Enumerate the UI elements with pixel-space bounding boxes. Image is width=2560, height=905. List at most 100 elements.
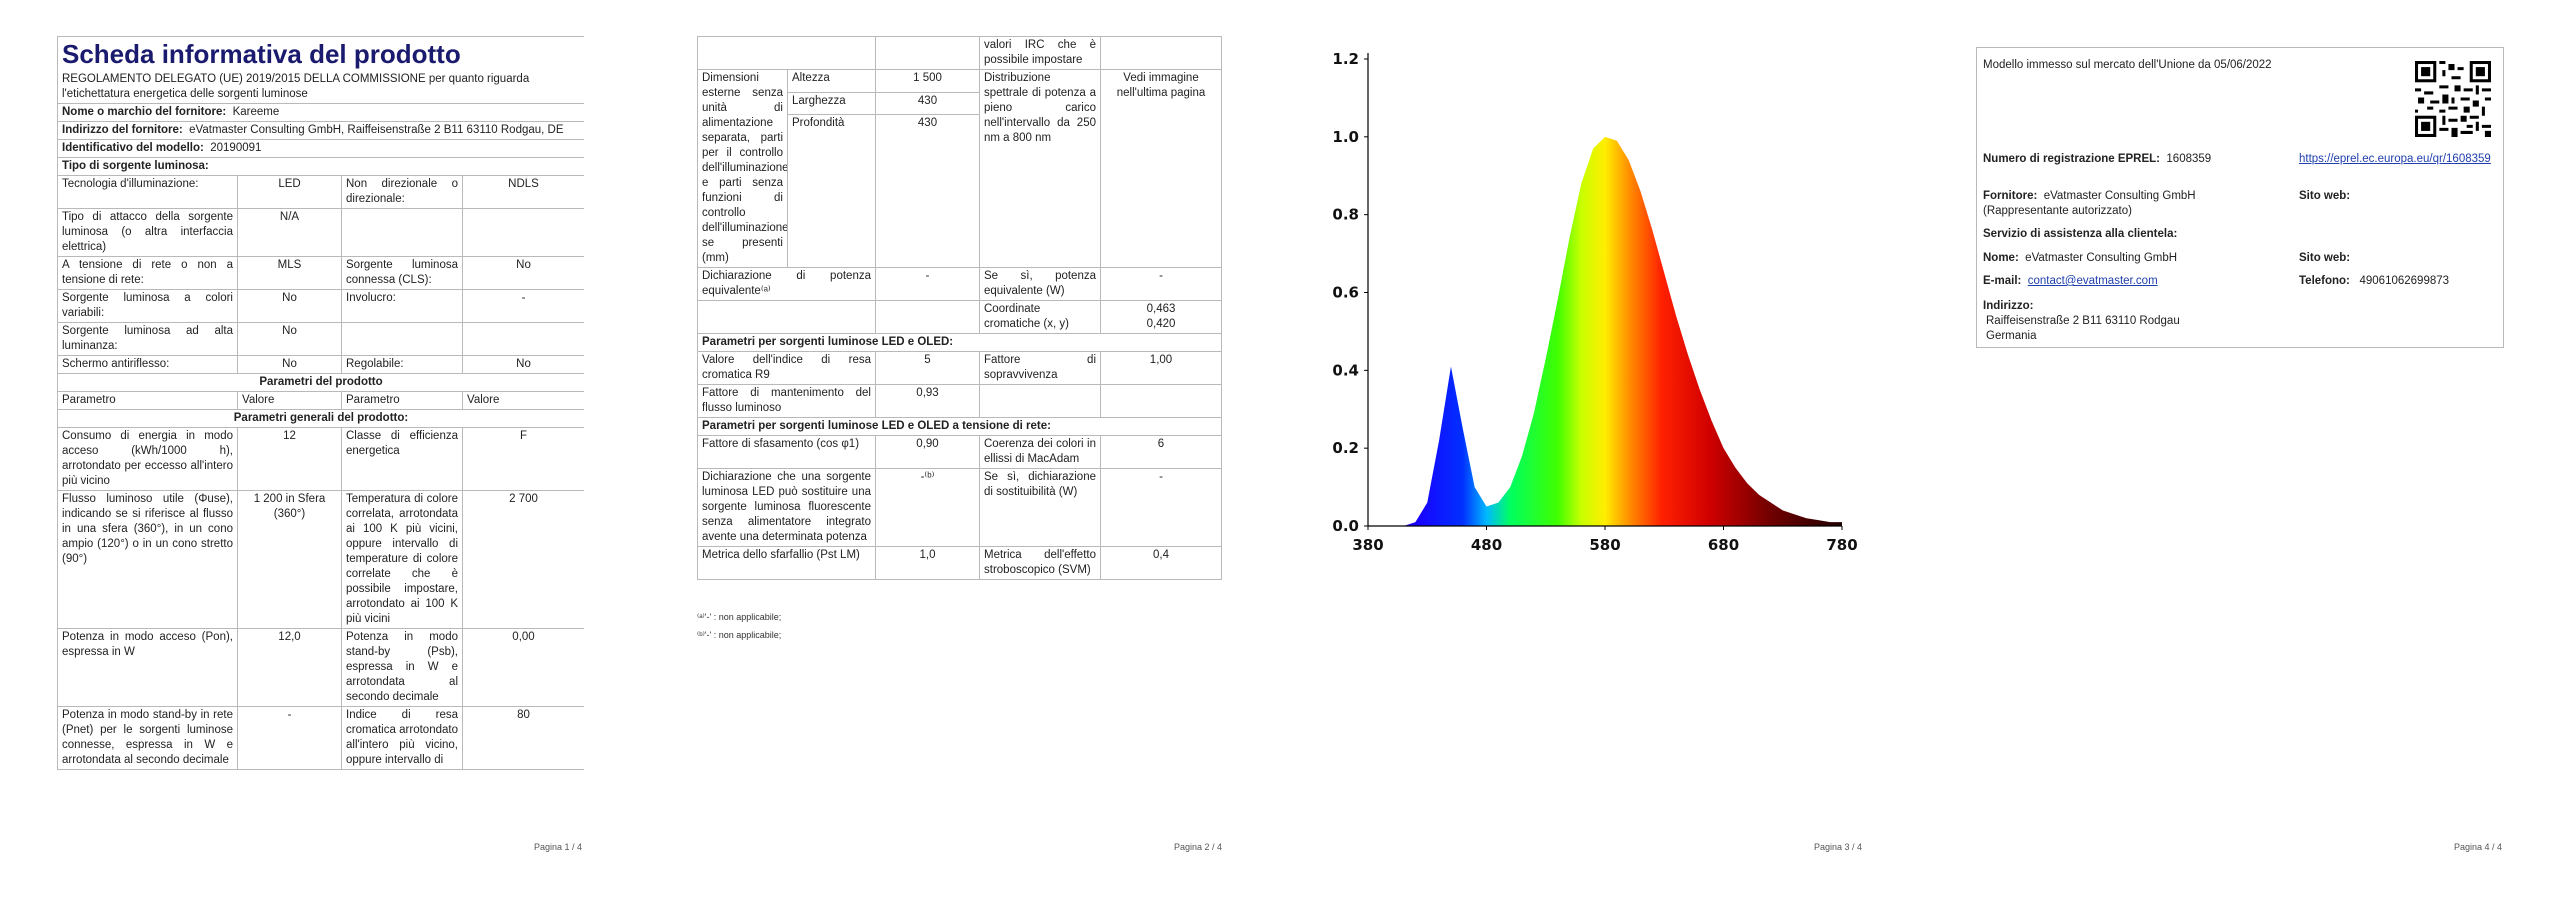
table-row: Scheda informativa del prodotto REGOLAMEN… [57, 36, 584, 104]
page: 0.0 0.2 0.4 0.6 0.8 1.0 1.2 380 480 580 680 780 Pag… [1280, 0, 1920, 905]
supplier-field: Fornitore: eVatmaster Consulting GmbH (R… [1983, 189, 2283, 219]
table-cell: 5 [875, 351, 980, 385]
spectrum-area [1368, 136, 1842, 526]
footnote: ⁽ᵃ⁾'-' : non applicabile; [697, 612, 782, 622]
field-cell: Indirizzo del fornitore: eVatmaster Cons… [57, 121, 584, 140]
eprel-box: Modello immesso sul mercato dell'Unione … [1976, 47, 2504, 348]
x-tick-label: 680 [1708, 536, 1739, 554]
table-row: Coordinate cromatiche (x, y) 0,463 0,420 [697, 300, 1222, 334]
table-cell: Parametro [57, 391, 238, 410]
field-label: Sito web: [2299, 252, 2351, 264]
table-cell: Dichiarazione che una sorgente luminosa … [697, 468, 876, 547]
info-table: valori IRC che è possibile impostare Dime… [697, 36, 1222, 580]
address-line: Raiffeisenstraße 2 B11 63110 Rodgau [1986, 315, 2180, 327]
table-row: Identificativo del modello: 20190091 [57, 139, 584, 158]
email-link[interactable]: contact@evatmaster.com [2027, 275, 2158, 287]
table-cell: No [237, 322, 342, 356]
name-field: Nome: eVatmaster Consulting GmbH [1983, 251, 2177, 266]
table-cell: LED [237, 175, 342, 209]
address-line: Germania [1986, 330, 2037, 342]
table-row: Parametri per sorgenti luminose LED e OL… [697, 333, 1222, 352]
table-cell: 0,90 [875, 435, 980, 469]
cell-line: 0,420 [1146, 318, 1176, 330]
field-label: Indirizzo: [1983, 300, 2034, 312]
table-row: valori IRC che è possibile impostare [697, 36, 1222, 70]
page: Modello immesso sul mercato dell'Unione … [1920, 0, 2560, 905]
table-cell: 1,0 [875, 546, 980, 580]
table-cell: 2 700 [462, 490, 584, 629]
market-date: Modello immesso sul mercato dell'Unione … [1983, 59, 2272, 71]
table-cell: 0,463 0,420 [1100, 300, 1222, 334]
field-value: 20190091 [210, 142, 262, 154]
table-cell: Altezza [787, 69, 876, 93]
table-cell: Metrica dell'effetto stroboscopico (SVM) [979, 546, 1101, 580]
table-cell: MLS [237, 256, 342, 290]
table-cell: Dichiarazione di potenza equivalente⁽ᵃ⁾ [697, 267, 876, 301]
table-row: Tipo di attacco della sorgente luminosa … [57, 208, 584, 257]
table-cell: Temperatura di colore correlata, arroton… [341, 490, 463, 629]
table-cell: F [462, 427, 584, 491]
table-cell: Profondità [787, 114, 876, 268]
page-footer: Pagina 1 / 4 [533, 842, 582, 852]
table-cell: Coordinate cromatiche (x, y) [979, 300, 1101, 334]
y-tick-label: 1.2 [1332, 50, 1359, 68]
x-tick-label: 580 [1589, 536, 1620, 554]
table-cell: -⁽ᵇ⁾ [875, 468, 980, 547]
field-label: Telefono: [2299, 275, 2350, 287]
table-cell: 6 [1100, 435, 1222, 469]
table-row: Fattore di sfasamento (cos φ1) 0,90 Coeren… [697, 435, 1222, 469]
table-cell: No [237, 355, 342, 374]
x-tick-label: 480 [1471, 536, 1502, 554]
y-tick-label: 1.0 [1332, 128, 1359, 146]
field-label: Fornitore: [1983, 190, 2038, 202]
table-cell: 0,93 [875, 384, 980, 418]
table-cell: 80 [462, 706, 584, 770]
email-field: E-mail: contact@evatmaster.com [1983, 274, 2158, 289]
table-cell: 430 [875, 114, 980, 268]
table-cell: - [462, 289, 584, 323]
qr-code [2415, 61, 2491, 137]
table-cell: Involucro: [341, 289, 463, 323]
table-row: Profondità 430 [698, 114, 1222, 268]
table-row: Dichiarazione di potenza equivalente⁽ᵃ⁾ -… [697, 267, 1222, 301]
y-tick-label: 0.8 [1332, 206, 1359, 224]
table-cell: No [462, 355, 584, 374]
table-cell: No [237, 289, 342, 323]
table-cell: Consumo di energia in modo acceso (kWh/1… [57, 427, 238, 491]
table-cell: Sorgente luminosa a colori variabili: [57, 289, 238, 323]
spectrum-chart: 0.0 0.2 0.4 0.6 0.8 1.0 1.2 380 480 580 680 780 [1332, 50, 1857, 554]
page-title: Scheda informativa del prodotto [62, 39, 461, 69]
regulation: REGOLAMENTO DELEGATO (UE) 2019/2015 DELL… [62, 73, 530, 100]
table-row: Tecnologia d'illuminazione: LED Non direzi… [57, 175, 584, 209]
table-row: Schermo antiriflesso: No Regolabile: No [57, 355, 584, 374]
table-cell: valori IRC che è possibile impostare [979, 36, 1101, 70]
table-cell: Potenza in modo acceso (Pon), espressa i… [57, 628, 238, 707]
x-tick-label: 780 [1826, 536, 1857, 554]
field-value: Kareeme [232, 106, 280, 118]
table-cell: Valore [462, 391, 584, 410]
table-cell: Vedi immagine nell'ultima pagina [1100, 69, 1222, 268]
field-value: eVatmaster Consulting GmbH, Raiffeisenst… [189, 124, 564, 136]
table-cell: Se sì, dichiarazione di sostituibilità (… [979, 468, 1101, 547]
table-cell: Sorgente luminosa ad alta luminanza: [57, 322, 238, 356]
table-cell: Non direzionale o direzionale: [341, 175, 463, 209]
empty-cell [875, 36, 980, 70]
page-footer: Pagina 2 / 4 [1173, 842, 1222, 852]
table-cell: 430 [875, 91, 980, 115]
empty-cell [875, 300, 980, 334]
field-label: Identificativo del modello: [62, 142, 204, 154]
eprel-link[interactable]: https://eprel.ec.europa.eu/qr/1608359 [2299, 153, 2491, 165]
table-cell: 1 200 in Sfera (360°) [237, 490, 342, 629]
field-value: 1608359 [2166, 153, 2212, 165]
page: Scheda informativa del prodotto REGOLAMEN… [0, 0, 640, 905]
table-cell: Larghezza [787, 91, 876, 115]
table-cell: Tecnologia d'illuminazione: [57, 175, 238, 209]
table-row: Sorgente luminosa a colori variabili: No I… [57, 289, 584, 323]
table-cell: Valore dell'indice di resa cromatica R9 [697, 351, 876, 385]
empty-cell [697, 300, 876, 334]
table-cell: 0,4 [1100, 546, 1222, 580]
section-heading: Servizio di assistenza alla clientela: [1983, 228, 2178, 240]
table-row: Parametri generali del prodotto: [57, 409, 584, 428]
phone-field: Telefono: 49061062699873 [2299, 274, 2449, 289]
